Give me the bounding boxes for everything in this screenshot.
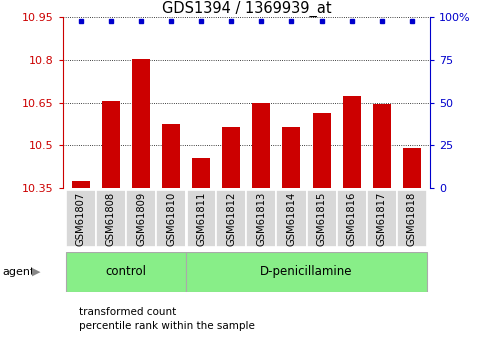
Text: GSM61817: GSM61817 bbox=[377, 192, 387, 246]
Bar bbox=[342, 96, 361, 188]
Bar bbox=[337, 190, 367, 247]
Text: GSM61811: GSM61811 bbox=[196, 192, 206, 246]
Text: GSM61813: GSM61813 bbox=[256, 192, 266, 246]
Bar bbox=[192, 158, 210, 188]
Bar bbox=[403, 148, 421, 188]
Bar bbox=[252, 103, 270, 188]
Bar bbox=[216, 190, 246, 247]
Bar bbox=[132, 59, 150, 188]
Bar bbox=[367, 190, 397, 247]
Text: GSM61807: GSM61807 bbox=[76, 192, 86, 246]
Text: GSM61808: GSM61808 bbox=[106, 192, 116, 246]
Bar bbox=[222, 127, 241, 188]
Text: ▶: ▶ bbox=[32, 267, 41, 277]
Bar bbox=[246, 190, 276, 247]
Text: GSM61814: GSM61814 bbox=[286, 192, 297, 246]
Text: GSM61810: GSM61810 bbox=[166, 192, 176, 246]
Bar bbox=[126, 190, 156, 247]
Text: GSM61812: GSM61812 bbox=[227, 192, 236, 246]
Text: GSM61816: GSM61816 bbox=[347, 192, 356, 246]
Text: GSM61815: GSM61815 bbox=[316, 192, 327, 246]
Bar bbox=[283, 127, 300, 188]
Bar bbox=[162, 124, 180, 188]
Bar bbox=[186, 190, 216, 247]
Bar bbox=[186, 252, 427, 292]
Title: GDS1394 / 1369939_at: GDS1394 / 1369939_at bbox=[161, 1, 331, 17]
Bar bbox=[397, 190, 427, 247]
Text: D-penicillamine: D-penicillamine bbox=[260, 265, 353, 278]
Text: transformed count: transformed count bbox=[79, 307, 176, 317]
Text: percentile rank within the sample: percentile rank within the sample bbox=[79, 321, 255, 331]
Bar bbox=[72, 181, 90, 188]
Bar bbox=[276, 190, 307, 247]
Text: GSM61809: GSM61809 bbox=[136, 192, 146, 246]
Bar bbox=[156, 190, 186, 247]
Text: agent: agent bbox=[2, 267, 35, 277]
Text: control: control bbox=[105, 265, 146, 278]
Bar bbox=[313, 112, 330, 188]
Text: GSM61818: GSM61818 bbox=[407, 192, 417, 246]
Bar bbox=[373, 104, 391, 188]
Bar bbox=[96, 190, 126, 247]
Bar bbox=[66, 252, 186, 292]
Bar bbox=[66, 190, 96, 247]
Bar bbox=[102, 101, 120, 188]
Bar bbox=[307, 190, 337, 247]
